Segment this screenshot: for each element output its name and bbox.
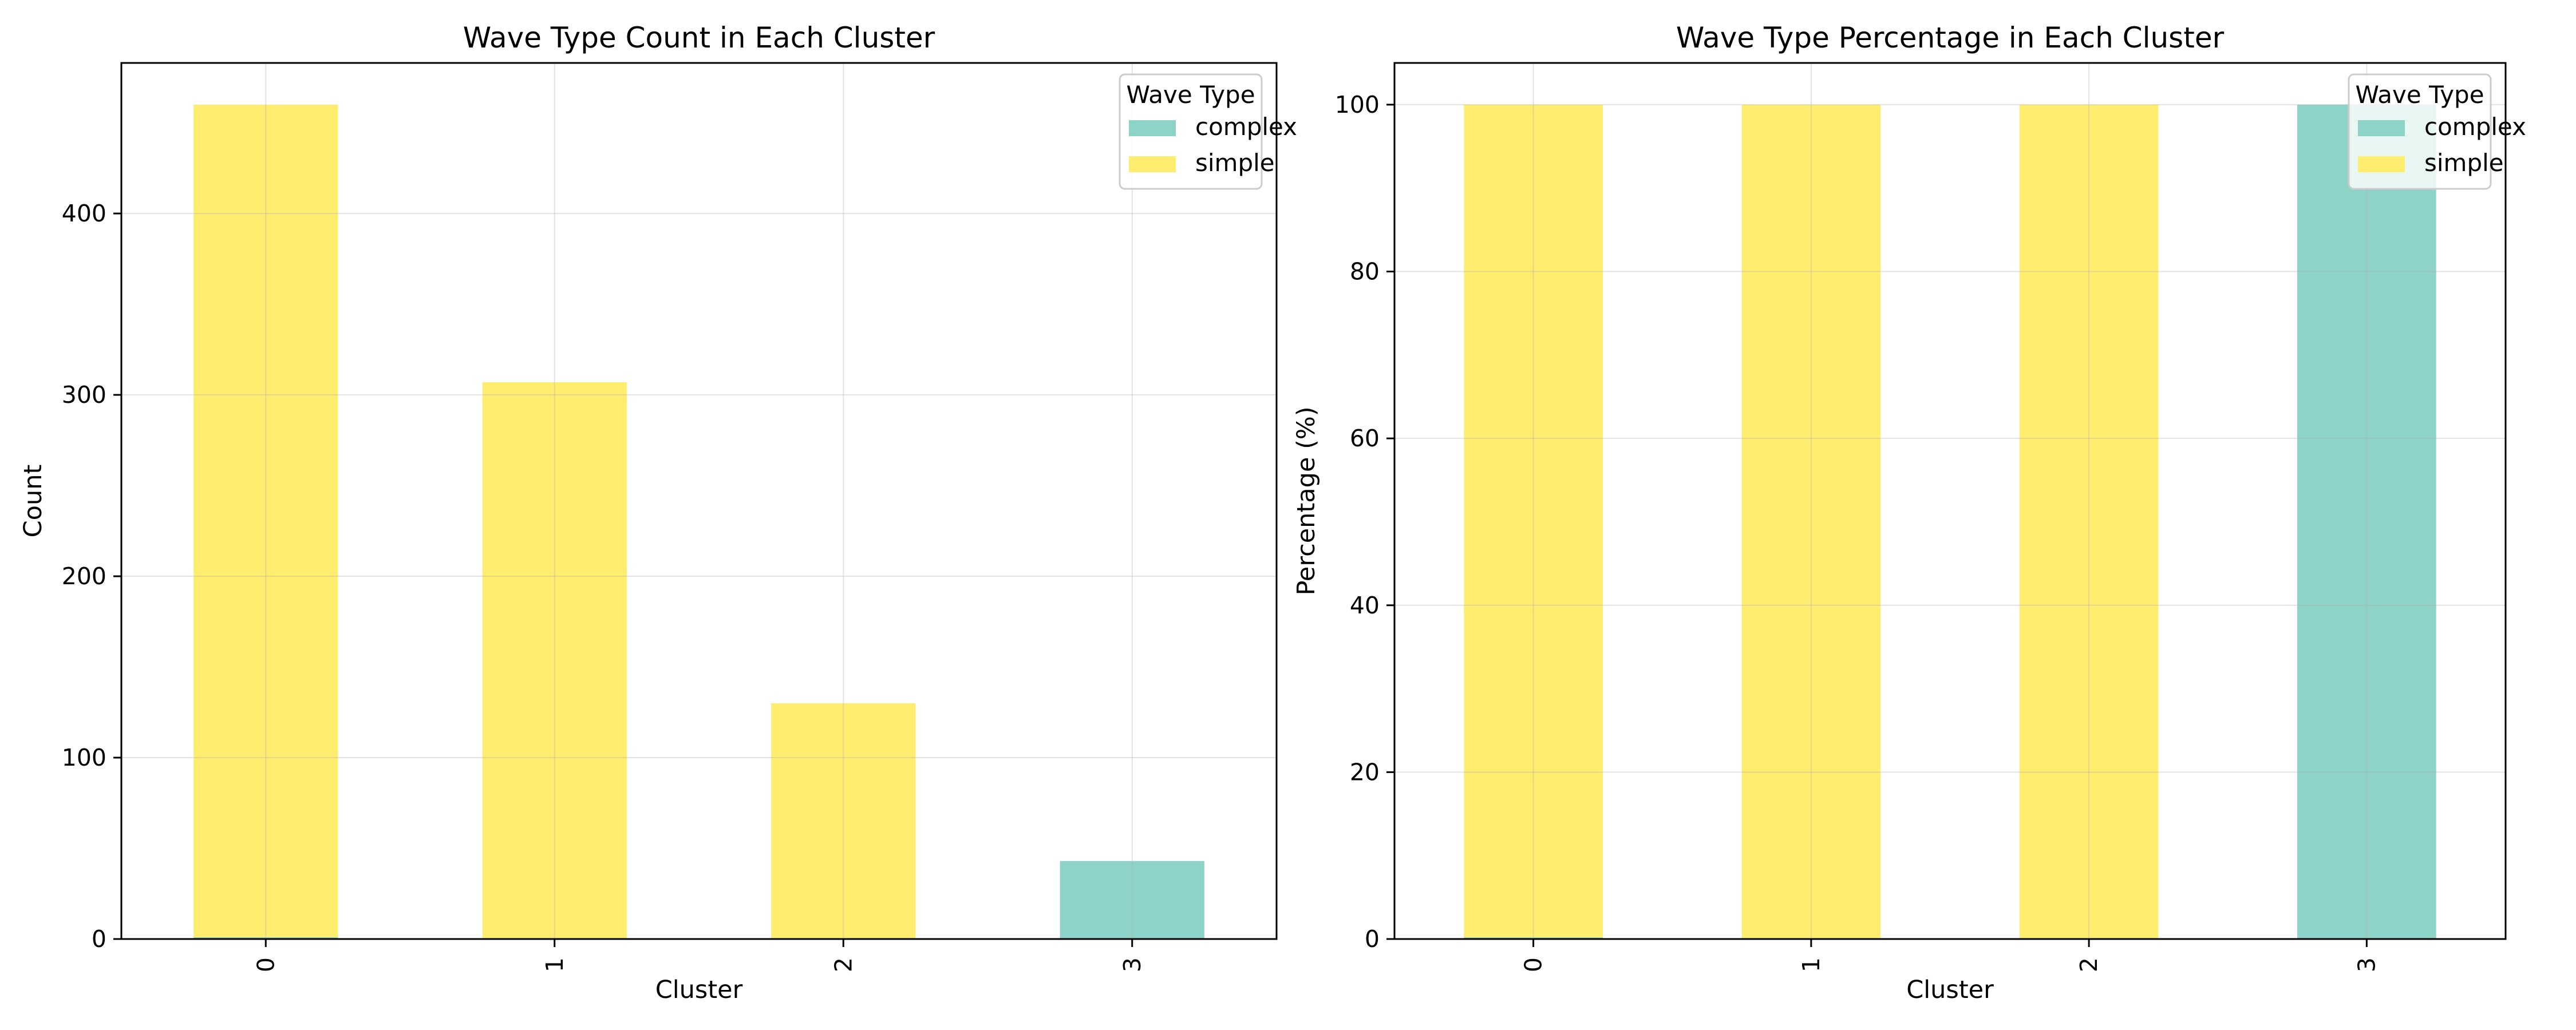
- chart-2: 0 20 40 60 80 100 0 1 2 3 Wave Type Percentage in …: [1292, 21, 2526, 1004]
- x-tick-label: 1: [541, 957, 568, 972]
- bar-simple-cluster-2: [2019, 104, 2159, 939]
- y-tick-label: 60: [1350, 425, 1380, 452]
- bar-complex-cluster-3: [1060, 861, 1204, 939]
- y-tick-label: 200: [62, 562, 106, 590]
- x-tick-label: 3: [2353, 957, 2380, 972]
- x-axis-label: Cluster: [655, 976, 743, 1004]
- axes-frame: [1393, 62, 2507, 940]
- legend-swatch-complex: [2358, 120, 2405, 136]
- chart-title: Wave Type Count in Each Cluster: [463, 21, 935, 54]
- legend-swatch-simple: [2358, 156, 2405, 172]
- chart-1: 0 100 200 300 400 0 1 2 3 Wave Type Count in Each…: [19, 21, 1297, 1004]
- legend-title: Wave Type: [1126, 81, 1255, 109]
- legend-label-complex: complex: [1195, 113, 1297, 141]
- x-tick-label: 2: [2075, 957, 2103, 972]
- bar-simple-cluster-1: [1741, 104, 1881, 939]
- bar-simple-cluster-0: [193, 104, 338, 937]
- bar-complex-cluster-3: [2297, 104, 2436, 939]
- y-tick-label: 300: [62, 381, 106, 409]
- chart-title: Wave Type Percentage in Each Cluster: [1676, 21, 2225, 54]
- legend-label-complex: complex: [2424, 113, 2526, 141]
- bar-complex-cluster-0: [193, 937, 338, 939]
- y-tick-label: 100: [1335, 91, 1380, 118]
- y-axis-label: Percentage (%): [1292, 407, 1321, 596]
- x-axis-label: Cluster: [1906, 976, 1994, 1004]
- x-tick-label: 2: [829, 957, 857, 972]
- legend-label-simple: simple: [2424, 149, 2504, 177]
- y-tick-label: 20: [1350, 758, 1380, 786]
- y-tick-label: 0: [1365, 925, 1380, 953]
- legend-swatch-complex: [1129, 120, 1176, 136]
- x-tick-label: 0: [1520, 957, 1547, 972]
- bar-simple-cluster-2: [771, 703, 916, 939]
- y-axis-label: Count: [19, 465, 48, 538]
- y-tick-label: 400: [62, 200, 106, 227]
- legend-swatch-simple: [1129, 156, 1176, 172]
- bar-simple-cluster-0: [1464, 104, 1603, 938]
- y-tick-label: 80: [1350, 258, 1380, 286]
- x-tick-label: 1: [1797, 957, 1825, 972]
- y-tick-label: 100: [62, 744, 106, 771]
- bar-simple-cluster-1: [482, 382, 627, 939]
- y-tick-label: 40: [1350, 592, 1380, 619]
- x-tick-label: 0: [252, 957, 279, 972]
- legend-title: Wave Type: [2355, 81, 2484, 109]
- x-tick-label: 3: [1119, 957, 1146, 972]
- axes-frame: [120, 62, 1278, 940]
- legend-label-simple: simple: [1195, 149, 1275, 177]
- y-tick-label: 0: [92, 925, 106, 953]
